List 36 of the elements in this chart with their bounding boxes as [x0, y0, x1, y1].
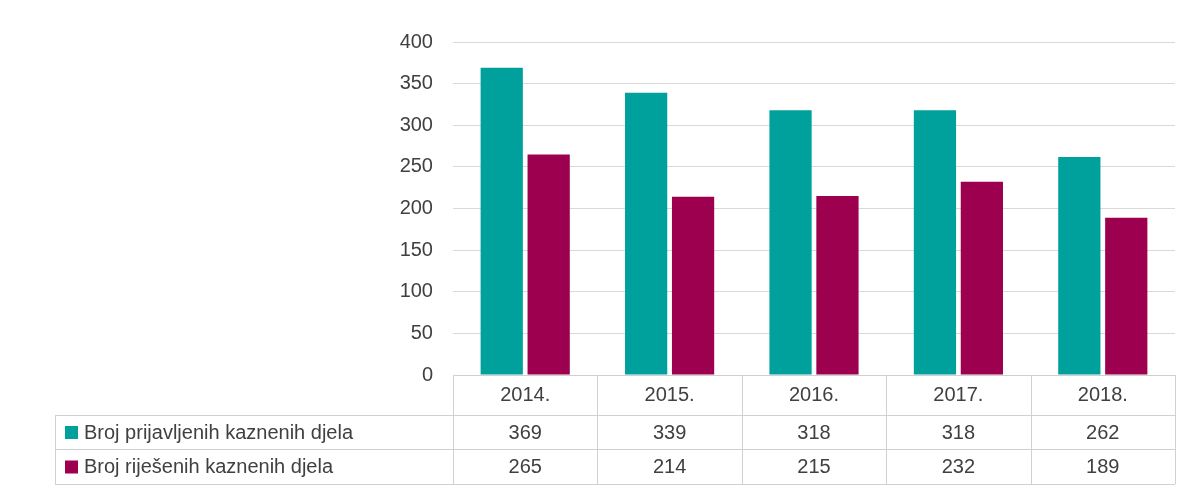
y-tick-label: 0	[421, 362, 433, 385]
x-tick-label: 2014.	[500, 382, 551, 405]
bar	[913, 110, 957, 375]
bar	[960, 181, 1003, 375]
bar	[1058, 156, 1101, 375]
y-tick-label: 200	[399, 196, 433, 219]
legend-label: Broj riješenih kaznenih djela	[84, 455, 334, 478]
x-tick-label: 2015.	[644, 382, 695, 405]
data-label: 318	[941, 420, 976, 443]
data-label: 262	[1086, 420, 1120, 443]
data-label: 318	[797, 420, 831, 443]
x-tick-label: 2018.	[1077, 382, 1128, 405]
y-tick-label: 50	[410, 320, 433, 343]
y-tick-label: 300	[399, 112, 433, 135]
bar	[671, 196, 715, 375]
y-tick-label: 250	[399, 154, 433, 177]
data-label: 189	[1086, 455, 1120, 478]
y-tick-label: 100	[399, 279, 433, 302]
data-label: 265	[508, 455, 542, 478]
bar	[625, 92, 668, 375]
y-tick-label: 350	[399, 71, 433, 94]
bar	[480, 67, 523, 375]
bar	[527, 154, 570, 375]
bar	[769, 110, 812, 375]
data-label: 215	[797, 455, 831, 478]
bar	[816, 196, 859, 375]
y-tick-label: 150	[399, 237, 433, 260]
bar	[1105, 217, 1148, 375]
legend-label: Broj prijavljenih kaznenih djela	[84, 420, 354, 443]
y-tick-label: 400	[399, 29, 433, 52]
x-tick-label: 2016.	[788, 382, 840, 405]
data-label: 339	[652, 420, 687, 443]
data-label: 214	[652, 455, 687, 478]
x-tick-label: 2017.	[933, 382, 984, 405]
data-label: 369	[508, 420, 542, 443]
data-label: 232	[941, 455, 976, 478]
